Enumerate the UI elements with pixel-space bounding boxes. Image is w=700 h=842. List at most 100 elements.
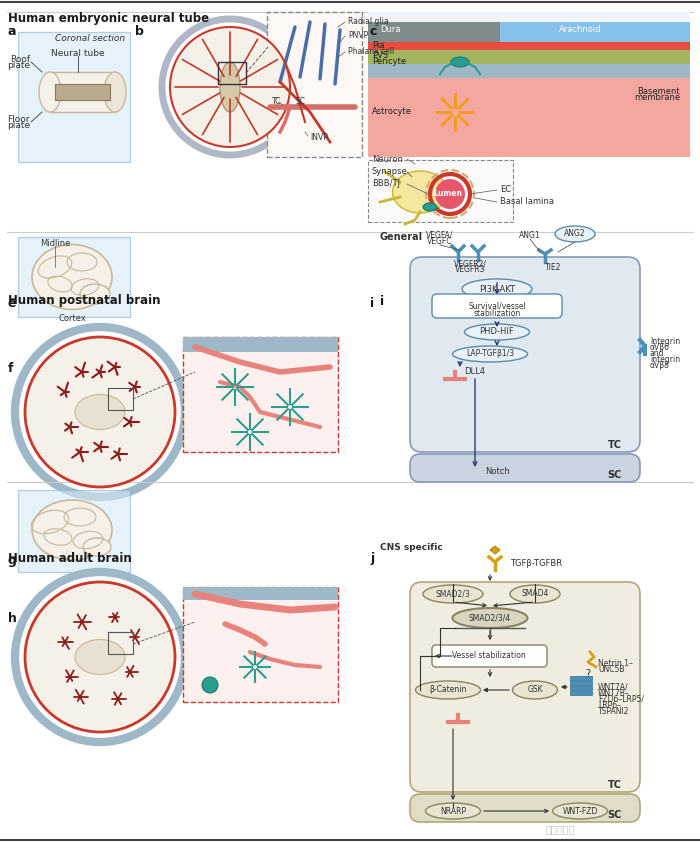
Text: Phalanx cell: Phalanx cell xyxy=(348,47,394,56)
Text: WNT7B–: WNT7B– xyxy=(598,689,630,697)
Text: integrin: integrin xyxy=(650,355,680,365)
Text: i: i xyxy=(380,295,384,308)
FancyBboxPatch shape xyxy=(432,645,547,667)
Ellipse shape xyxy=(423,203,437,211)
Circle shape xyxy=(25,582,175,732)
Bar xyxy=(108,632,133,654)
FancyBboxPatch shape xyxy=(432,294,562,318)
Ellipse shape xyxy=(512,681,557,699)
Text: Synapse: Synapse xyxy=(372,168,407,177)
Ellipse shape xyxy=(452,346,528,362)
Ellipse shape xyxy=(451,57,469,67)
Text: SMAD2/3: SMAD2/3 xyxy=(435,589,470,599)
Polygon shape xyxy=(368,42,690,50)
Polygon shape xyxy=(50,72,115,112)
Text: Roof: Roof xyxy=(10,55,30,63)
Text: UNC5B: UNC5B xyxy=(598,665,624,674)
Text: Human postnatal brain: Human postnatal brain xyxy=(8,294,160,307)
Text: Netrin 1–: Netrin 1– xyxy=(598,659,633,669)
Text: β-Catenin: β-Catenin xyxy=(429,685,467,695)
Text: Human embryonic neural tube: Human embryonic neural tube xyxy=(8,12,209,25)
Ellipse shape xyxy=(426,803,480,819)
Ellipse shape xyxy=(80,284,110,304)
Bar xyxy=(570,686,592,690)
Text: PVS: PVS xyxy=(372,51,388,60)
Text: e: e xyxy=(8,297,17,310)
Text: Radial glia: Radial glia xyxy=(348,18,388,26)
Text: Arachnoid: Arachnoid xyxy=(559,24,601,34)
Polygon shape xyxy=(500,22,690,42)
Text: INVP: INVP xyxy=(310,132,328,141)
Text: Pia: Pia xyxy=(372,40,384,50)
Polygon shape xyxy=(18,237,130,317)
Text: h: h xyxy=(8,612,17,625)
Text: GSK: GSK xyxy=(527,685,542,695)
Ellipse shape xyxy=(104,72,126,112)
Text: Survival/vessel: Survival/vessel xyxy=(468,301,526,311)
FancyBboxPatch shape xyxy=(410,257,640,452)
Text: g: g xyxy=(8,554,17,567)
Text: TC: TC xyxy=(608,780,622,790)
Text: j: j xyxy=(370,552,374,565)
Text: LAP-TGFβ1/3: LAP-TGFβ1/3 xyxy=(466,349,514,359)
Text: Cortex: Cortex xyxy=(58,314,86,323)
Ellipse shape xyxy=(510,585,560,603)
Text: TC: TC xyxy=(272,98,281,106)
Bar xyxy=(218,62,246,84)
Polygon shape xyxy=(368,50,690,64)
Circle shape xyxy=(435,179,465,209)
Ellipse shape xyxy=(32,244,112,310)
Bar xyxy=(368,12,690,157)
Text: ANG1: ANG1 xyxy=(519,231,541,239)
FancyBboxPatch shape xyxy=(410,794,640,822)
Bar xyxy=(183,587,338,702)
Text: TC: TC xyxy=(608,440,622,450)
Text: TSPANI2: TSPANI2 xyxy=(598,706,629,716)
Text: VEGFA/: VEGFA/ xyxy=(426,231,454,239)
Polygon shape xyxy=(368,64,690,78)
Text: Neural tube: Neural tube xyxy=(51,50,105,58)
Text: plate: plate xyxy=(7,61,30,70)
Ellipse shape xyxy=(423,585,483,603)
Polygon shape xyxy=(18,32,130,162)
Text: CNS specific: CNS specific xyxy=(380,542,442,552)
Text: membrane: membrane xyxy=(634,93,680,103)
Text: c: c xyxy=(370,25,377,38)
Bar xyxy=(570,681,592,685)
Ellipse shape xyxy=(220,62,240,112)
Ellipse shape xyxy=(416,681,480,699)
Text: PHD-HIF: PHD-HIF xyxy=(480,328,514,337)
Text: NRARP: NRARP xyxy=(440,807,466,816)
Text: b: b xyxy=(135,25,144,38)
Text: Astrocyte: Astrocyte xyxy=(372,108,412,116)
Text: TIE2: TIE2 xyxy=(545,263,561,271)
Text: Coronal section: Coronal section xyxy=(55,34,125,43)
Ellipse shape xyxy=(552,803,608,819)
Polygon shape xyxy=(490,546,500,554)
Text: Human adult brain: Human adult brain xyxy=(8,552,132,565)
Ellipse shape xyxy=(555,226,595,242)
Text: ?: ? xyxy=(585,669,591,679)
Text: VEGFR2/: VEGFR2/ xyxy=(454,259,486,269)
Text: a: a xyxy=(8,25,17,38)
Bar xyxy=(183,337,338,452)
Ellipse shape xyxy=(465,324,529,340)
Circle shape xyxy=(170,27,290,147)
Text: SC: SC xyxy=(608,810,622,820)
Text: WNT-FZD: WNT-FZD xyxy=(562,807,598,816)
Text: Notch: Notch xyxy=(485,467,510,477)
Text: VEGFC: VEGFC xyxy=(427,237,453,246)
Text: Neuron: Neuron xyxy=(372,154,403,163)
Text: VEGFR3: VEGFR3 xyxy=(455,265,485,274)
Text: plate: plate xyxy=(7,120,30,130)
Polygon shape xyxy=(368,78,690,157)
Text: BBB/TJ: BBB/TJ xyxy=(372,179,400,189)
Text: 微科学世界: 微科学世界 xyxy=(545,824,575,834)
Text: SMAD4: SMAD4 xyxy=(522,589,549,599)
Circle shape xyxy=(25,337,175,487)
Bar xyxy=(570,691,592,695)
Text: PI3K-AKT: PI3K-AKT xyxy=(479,285,515,294)
Ellipse shape xyxy=(462,279,532,299)
Text: Integrin: Integrin xyxy=(650,338,680,347)
Text: αVβ6: αVβ6 xyxy=(650,344,670,353)
